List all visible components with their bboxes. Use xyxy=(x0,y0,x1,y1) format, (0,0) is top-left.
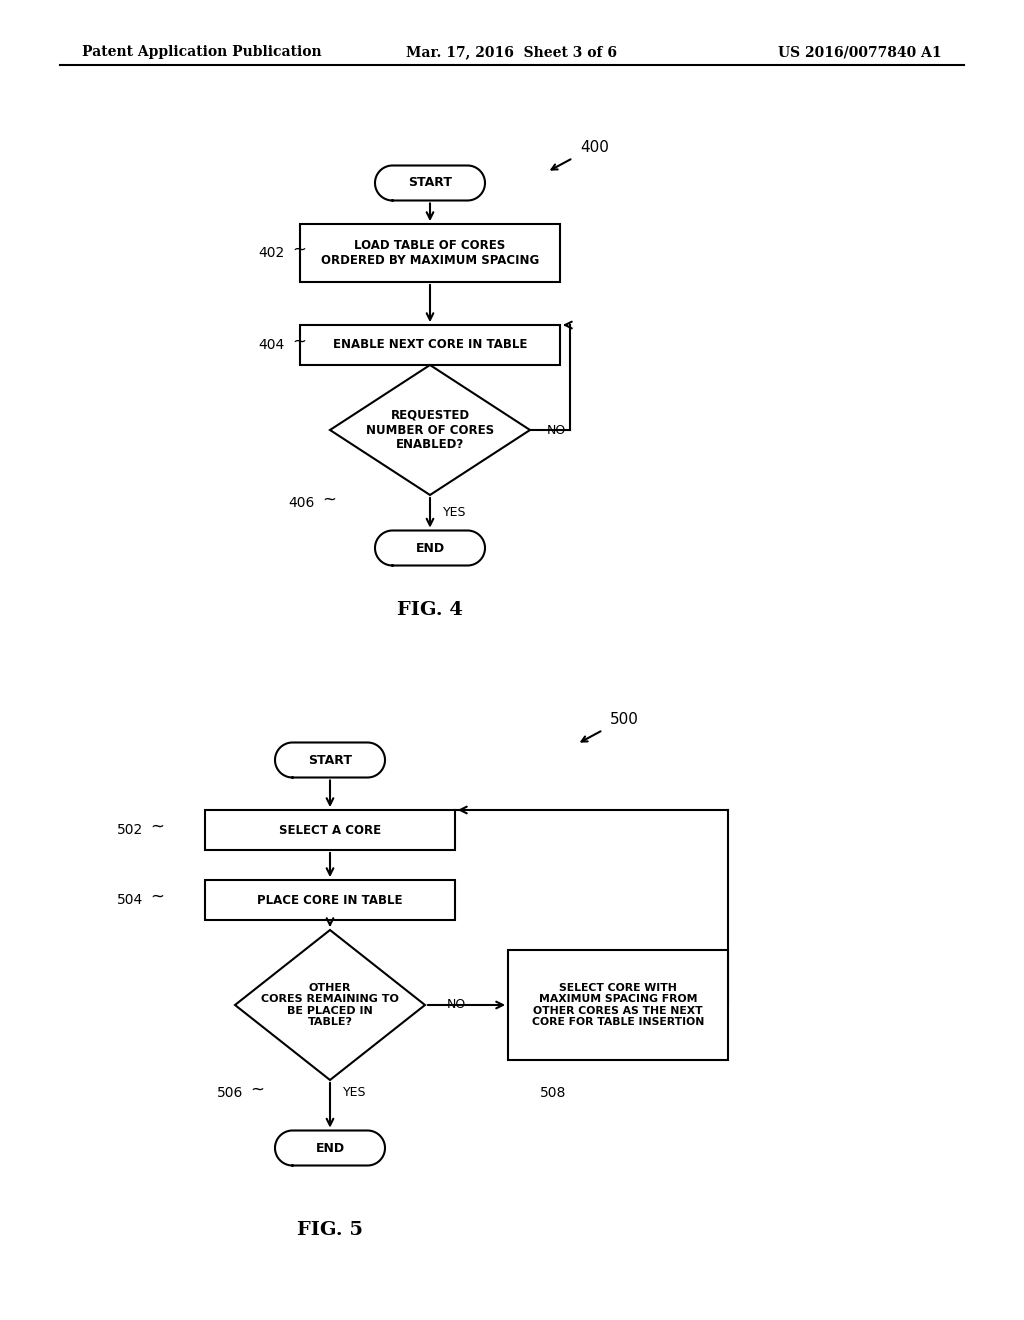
Text: NO: NO xyxy=(547,424,566,437)
Bar xyxy=(300,325,560,366)
Text: 506: 506 xyxy=(217,1086,243,1100)
Text: 404: 404 xyxy=(259,338,285,352)
Wedge shape xyxy=(275,1130,293,1166)
Bar xyxy=(508,950,728,1060)
Text: 508: 508 xyxy=(540,1086,566,1100)
Text: 400: 400 xyxy=(580,140,609,156)
Wedge shape xyxy=(368,1130,385,1166)
Polygon shape xyxy=(375,165,485,201)
Text: NO: NO xyxy=(447,998,466,1011)
Text: YES: YES xyxy=(343,1085,367,1098)
Polygon shape xyxy=(375,531,485,565)
Text: START: START xyxy=(408,177,452,190)
Polygon shape xyxy=(275,742,385,777)
Text: ~: ~ xyxy=(292,333,306,351)
Text: SELECT A CORE: SELECT A CORE xyxy=(279,824,381,837)
Bar xyxy=(293,742,368,777)
Polygon shape xyxy=(234,931,425,1080)
Text: SELECT CORE WITH
MAXIMUM SPACING FROM
OTHER CORES AS THE NEXT
CORE FOR TABLE INS: SELECT CORE WITH MAXIMUM SPACING FROM OT… xyxy=(531,982,705,1027)
Polygon shape xyxy=(330,366,530,495)
Bar xyxy=(205,880,455,920)
Text: FIG. 4: FIG. 4 xyxy=(397,601,463,619)
Wedge shape xyxy=(275,742,293,777)
Bar xyxy=(205,810,455,850)
Wedge shape xyxy=(468,165,485,201)
Text: 502: 502 xyxy=(117,822,143,837)
Text: ~: ~ xyxy=(292,242,306,259)
Text: ~: ~ xyxy=(150,818,164,836)
Text: YES: YES xyxy=(443,506,467,519)
Text: OTHER
CORES REMAINING TO
BE PLACED IN
TABLE?: OTHER CORES REMAINING TO BE PLACED IN TA… xyxy=(261,982,399,1027)
Text: Patent Application Publication: Patent Application Publication xyxy=(82,45,322,59)
Text: 402: 402 xyxy=(259,246,285,260)
Text: 504: 504 xyxy=(117,894,143,907)
Text: Mar. 17, 2016  Sheet 3 of 6: Mar. 17, 2016 Sheet 3 of 6 xyxy=(407,45,617,59)
Text: ENABLE NEXT CORE IN TABLE: ENABLE NEXT CORE IN TABLE xyxy=(333,338,527,351)
Text: ~: ~ xyxy=(322,491,336,510)
Text: ~: ~ xyxy=(150,888,164,906)
Wedge shape xyxy=(368,742,385,777)
Text: ~: ~ xyxy=(250,1081,264,1100)
Wedge shape xyxy=(375,531,392,565)
Text: END: END xyxy=(315,1142,344,1155)
Text: 406: 406 xyxy=(289,496,315,510)
Text: START: START xyxy=(308,754,352,767)
Polygon shape xyxy=(275,1130,385,1166)
Bar xyxy=(392,165,468,201)
Text: LOAD TABLE OF CORES
ORDERED BY MAXIMUM SPACING: LOAD TABLE OF CORES ORDERED BY MAXIMUM S… xyxy=(321,239,539,267)
Text: REQUESTED
NUMBER OF CORES
ENABLED?: REQUESTED NUMBER OF CORES ENABLED? xyxy=(366,408,494,451)
Bar xyxy=(293,1130,368,1166)
Text: FIG. 5: FIG. 5 xyxy=(297,1221,362,1239)
Text: END: END xyxy=(416,541,444,554)
Bar xyxy=(300,224,560,282)
Wedge shape xyxy=(375,165,392,201)
Text: US 2016/0077840 A1: US 2016/0077840 A1 xyxy=(778,45,942,59)
Wedge shape xyxy=(468,531,485,565)
Bar xyxy=(392,531,468,565)
Text: PLACE CORE IN TABLE: PLACE CORE IN TABLE xyxy=(257,894,402,907)
Text: 500: 500 xyxy=(610,713,639,727)
